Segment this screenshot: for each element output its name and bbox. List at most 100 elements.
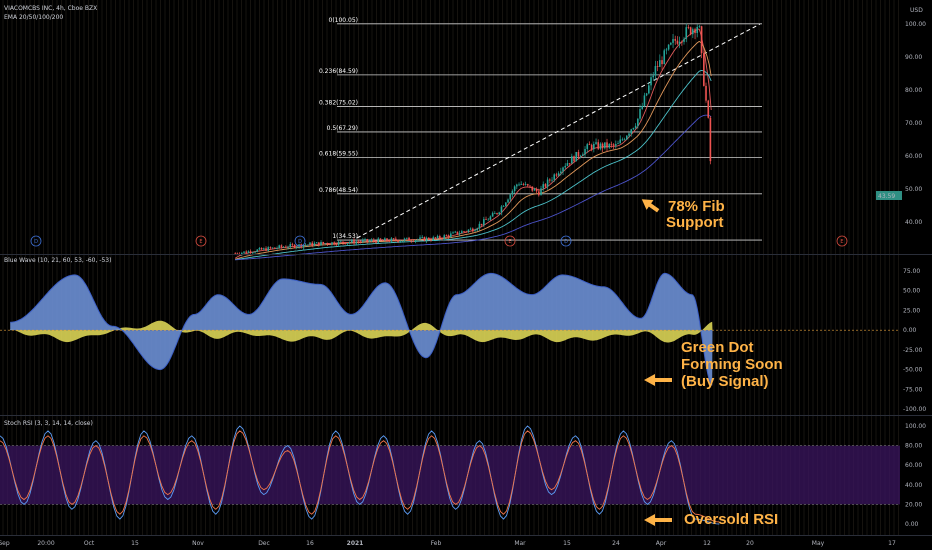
candle-body [346,243,349,245]
candle-body [359,241,362,243]
event-marker [836,235,848,247]
wave-tick: -25.00 [903,347,923,354]
stoch-tick: 40.00 [905,482,922,489]
fib-label: 0.618(59.55) [319,150,358,157]
candle-body [689,27,692,35]
fib-label: 0(100.05) [329,17,359,24]
candle-body [263,248,265,250]
candle-body [516,184,518,187]
candle-body [337,241,340,245]
candle-body [621,139,624,141]
candle-body [476,228,479,231]
candle-body [579,155,582,157]
candle-body [375,241,377,243]
candle-body [410,240,413,242]
candle-body [661,60,663,65]
candle-body [421,236,424,238]
candle-body [619,139,622,144]
time-tick: Sep [0,540,10,547]
candle-body [645,93,648,96]
candle-body [590,144,593,150]
candle-body [287,247,289,249]
candle-body [617,143,619,145]
candle-body [696,26,699,33]
candle-body [549,179,551,181]
candle-body [461,231,463,234]
time-tick: Apr [656,540,667,547]
wave-tick: 25.00 [903,307,920,314]
fib-note-line1: 78% Fib [668,198,725,215]
candle-body [326,243,329,245]
candle-body [615,144,617,146]
candle-body [322,241,325,244]
rsi-arrow [644,514,672,526]
candle-body [333,242,336,245]
candle-body [674,39,677,41]
candle-body [289,244,292,248]
event-marker-label: D [34,239,38,245]
ema-line-3 [235,70,712,261]
candle-body [408,237,410,241]
candle-body [628,133,630,136]
candle-body [256,249,259,252]
candle-body [634,125,637,128]
candle-body [331,242,333,245]
wave-tick: 50.00 [903,288,920,295]
candle-body [648,85,650,94]
candle-body [546,179,549,187]
candle-body [498,212,501,215]
time-tick: 20 [746,540,754,547]
candle-body [599,143,602,149]
candle-body [381,239,384,241]
candle-body [469,228,472,230]
candle-body [258,247,261,250]
candle-body [577,151,580,157]
candle-body [676,40,679,44]
candle-body [654,66,657,76]
candle-body [659,60,661,67]
candle-body [342,241,344,243]
candle-body [265,248,267,251]
candle-body [348,242,351,244]
candle-body [329,244,331,246]
stoch-axis: 100.00 80.00 60.00 40.00 20.00 0.00 [905,423,926,528]
event-marker-label: E [840,239,843,245]
candle-body [384,238,386,241]
price-tag-bg [876,191,902,200]
candle-body [278,245,281,248]
candle-body [480,223,483,225]
candle-body [643,95,646,106]
last-price-tag: 43.59 [876,191,902,200]
candle-body [377,238,380,243]
candle-body [595,142,597,144]
fib-label: 0.236(84.59) [319,68,358,75]
fib-levels: 0(100.05) 0.236(84.59) 0.382(75.02) 0.5(67.… [319,17,762,241]
candle-body [386,238,388,241]
candle-body [522,184,525,185]
candle-body [650,77,652,86]
price-pane[interactable]: 0(100.05) 0.236(84.59) 0.382(75.02) 0.5(67.… [30,17,848,261]
blue-wave-pane[interactable] [0,272,900,386]
candle-body [307,244,309,246]
candle-body [489,216,492,220]
candle-body [370,239,373,241]
event-marker [294,235,306,247]
trend-line[interactable] [356,23,761,239]
candle-body [401,240,404,242]
event-marker [504,235,516,247]
candle-body [447,235,450,237]
time-tick: 15 [131,540,139,547]
candle-body [551,179,553,181]
candle-body [584,149,586,155]
candle-body [535,188,538,192]
candle-body [291,244,294,245]
stoch-rsi-pane[interactable] [0,425,900,525]
candle-body [665,49,668,51]
candle-body [395,238,397,241]
candle-body [472,228,474,232]
candle-body [698,26,701,28]
candle-body [309,242,311,245]
time-tick: 17 [888,540,896,547]
price-tick: 70.00 [905,120,922,127]
